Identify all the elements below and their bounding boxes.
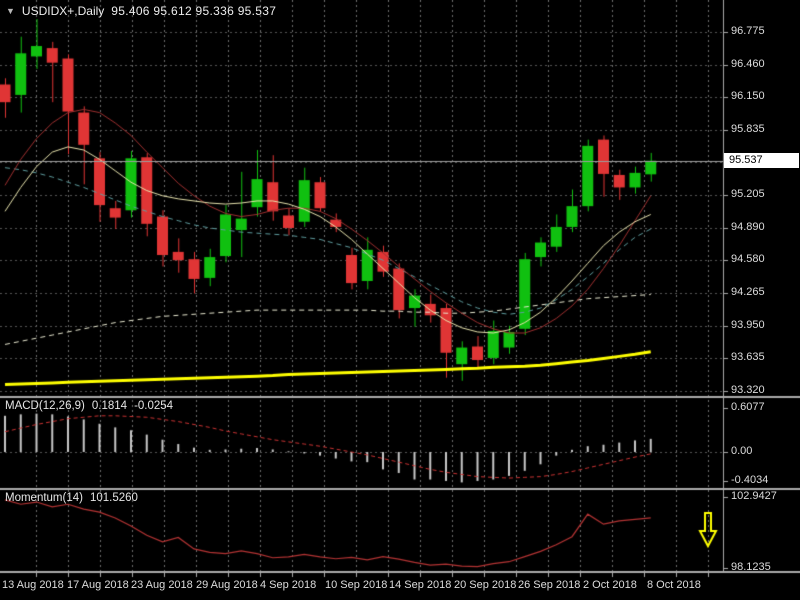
macd-axis-label: 0.00 bbox=[731, 445, 753, 457]
price-axis-label: 94.265 bbox=[731, 286, 765, 298]
current-price-box: 95.537 bbox=[724, 153, 799, 168]
date-axis-label: 13 Aug 2018 bbox=[2, 579, 64, 591]
date-axis-label: 10 Sep 2018 bbox=[325, 579, 388, 591]
price-axis-label: 93.320 bbox=[731, 384, 765, 396]
symbol-period-label: USDIDX+,Daily bbox=[21, 4, 105, 18]
momentum-value: 101.5260 bbox=[89, 492, 138, 504]
momentum-name: Momentum(14) bbox=[5, 492, 83, 504]
macd-value: 0.1814 bbox=[91, 400, 128, 412]
price-axis-label: 95.835 bbox=[731, 123, 765, 135]
date-axis-label: 2 Oct 2018 bbox=[583, 579, 637, 591]
date-axis-label: 14 Sep 2018 bbox=[389, 579, 452, 591]
chart-title: ▼ USDIDX+,Daily 95.406 95.612 95.336 95.… bbox=[6, 4, 276, 18]
price-axis-label: 93.950 bbox=[731, 319, 765, 331]
macd-axis-label: 0.6077 bbox=[731, 401, 765, 413]
date-axis[interactable]: 13 Aug 2018 17 Aug 2018 23 Aug 2018 29 Aug … bbox=[0, 576, 800, 600]
date-axis-label: 20 Sep 2018 bbox=[454, 579, 517, 591]
price-axis-label: 96.775 bbox=[731, 25, 765, 37]
ohlc-values: 95.406 95.612 95.336 95.537 bbox=[111, 4, 277, 18]
price-axis-label: 95.205 bbox=[731, 188, 765, 200]
date-axis-label: 4 Sep 2018 bbox=[260, 579, 317, 591]
price-axis-label: 94.580 bbox=[731, 253, 765, 265]
price-axis-label: 96.150 bbox=[731, 90, 765, 102]
momentum-indicator-label: Momentum(14) 101.5260 bbox=[5, 492, 138, 504]
date-axis-label: 8 Oct 2018 bbox=[647, 579, 701, 591]
momentum-axis-label: 98.1235 bbox=[731, 561, 771, 573]
macd-signal-value: -0.0254 bbox=[134, 400, 174, 412]
price-axis-label: 96.460 bbox=[731, 58, 765, 70]
price-axis-label: 93.635 bbox=[731, 351, 765, 363]
date-axis-label: 17 Aug 2018 bbox=[67, 579, 129, 591]
current-price-value: 95.537 bbox=[729, 154, 763, 166]
macd-indicator-label: MACD(12,26,9) 0.1814 -0.0254 bbox=[5, 400, 173, 412]
momentum-axis-label: 102.9427 bbox=[731, 490, 777, 502]
date-axis-label: 23 Aug 2018 bbox=[131, 579, 193, 591]
macd-name: MACD(12,26,9) bbox=[5, 400, 85, 412]
symbol-dropdown-icon[interactable]: ▼ bbox=[6, 6, 15, 16]
date-axis-label: 26 Sep 2018 bbox=[518, 579, 581, 591]
price-axis[interactable]: 96.775 96.460 96.150 95.835 95.205 94.890 94.5… bbox=[727, 0, 800, 573]
macd-axis-label: -0.4034 bbox=[731, 474, 769, 486]
price-axis-label: 94.890 bbox=[731, 221, 765, 233]
date-axis-label: 29 Aug 2018 bbox=[196, 579, 258, 591]
